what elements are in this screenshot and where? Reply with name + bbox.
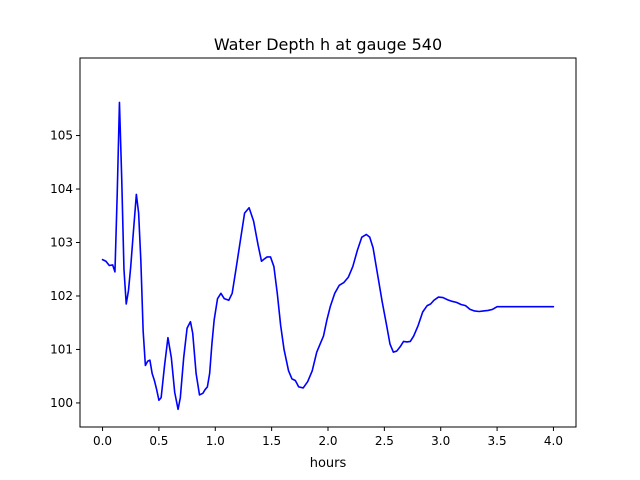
x-tick-label: 2.5 bbox=[375, 434, 394, 448]
y-tick-label: 105 bbox=[50, 129, 73, 143]
y-tick-label: 103 bbox=[50, 236, 73, 250]
x-tick-label: 3.0 bbox=[431, 434, 450, 448]
y-tick-label: 104 bbox=[50, 182, 73, 196]
series-line-1 bbox=[101, 101, 555, 411]
x-tick-label: 1.5 bbox=[262, 434, 281, 448]
x-tick-label: 4.0 bbox=[544, 434, 563, 448]
x-tick-label: 1.0 bbox=[206, 434, 225, 448]
x-tick-label: 2.0 bbox=[318, 434, 337, 448]
y-tick-label: 101 bbox=[50, 342, 73, 356]
chart-title: Water Depth h at gauge 540 bbox=[214, 35, 442, 54]
x-axis-label: hours bbox=[310, 456, 347, 471]
y-tick-label: 100 bbox=[50, 396, 73, 410]
x-tick-label: 3.5 bbox=[488, 434, 507, 448]
plot-area: 0.0 0.5 1.0 1.5 2.0 2.5 3.0 3.5 4.0 100 101 102 103 1… bbox=[50, 57, 577, 448]
x-tick-label: 0.5 bbox=[149, 434, 168, 448]
x-tick-label: 0.0 bbox=[93, 434, 112, 448]
y-tick-label: 102 bbox=[50, 289, 73, 303]
